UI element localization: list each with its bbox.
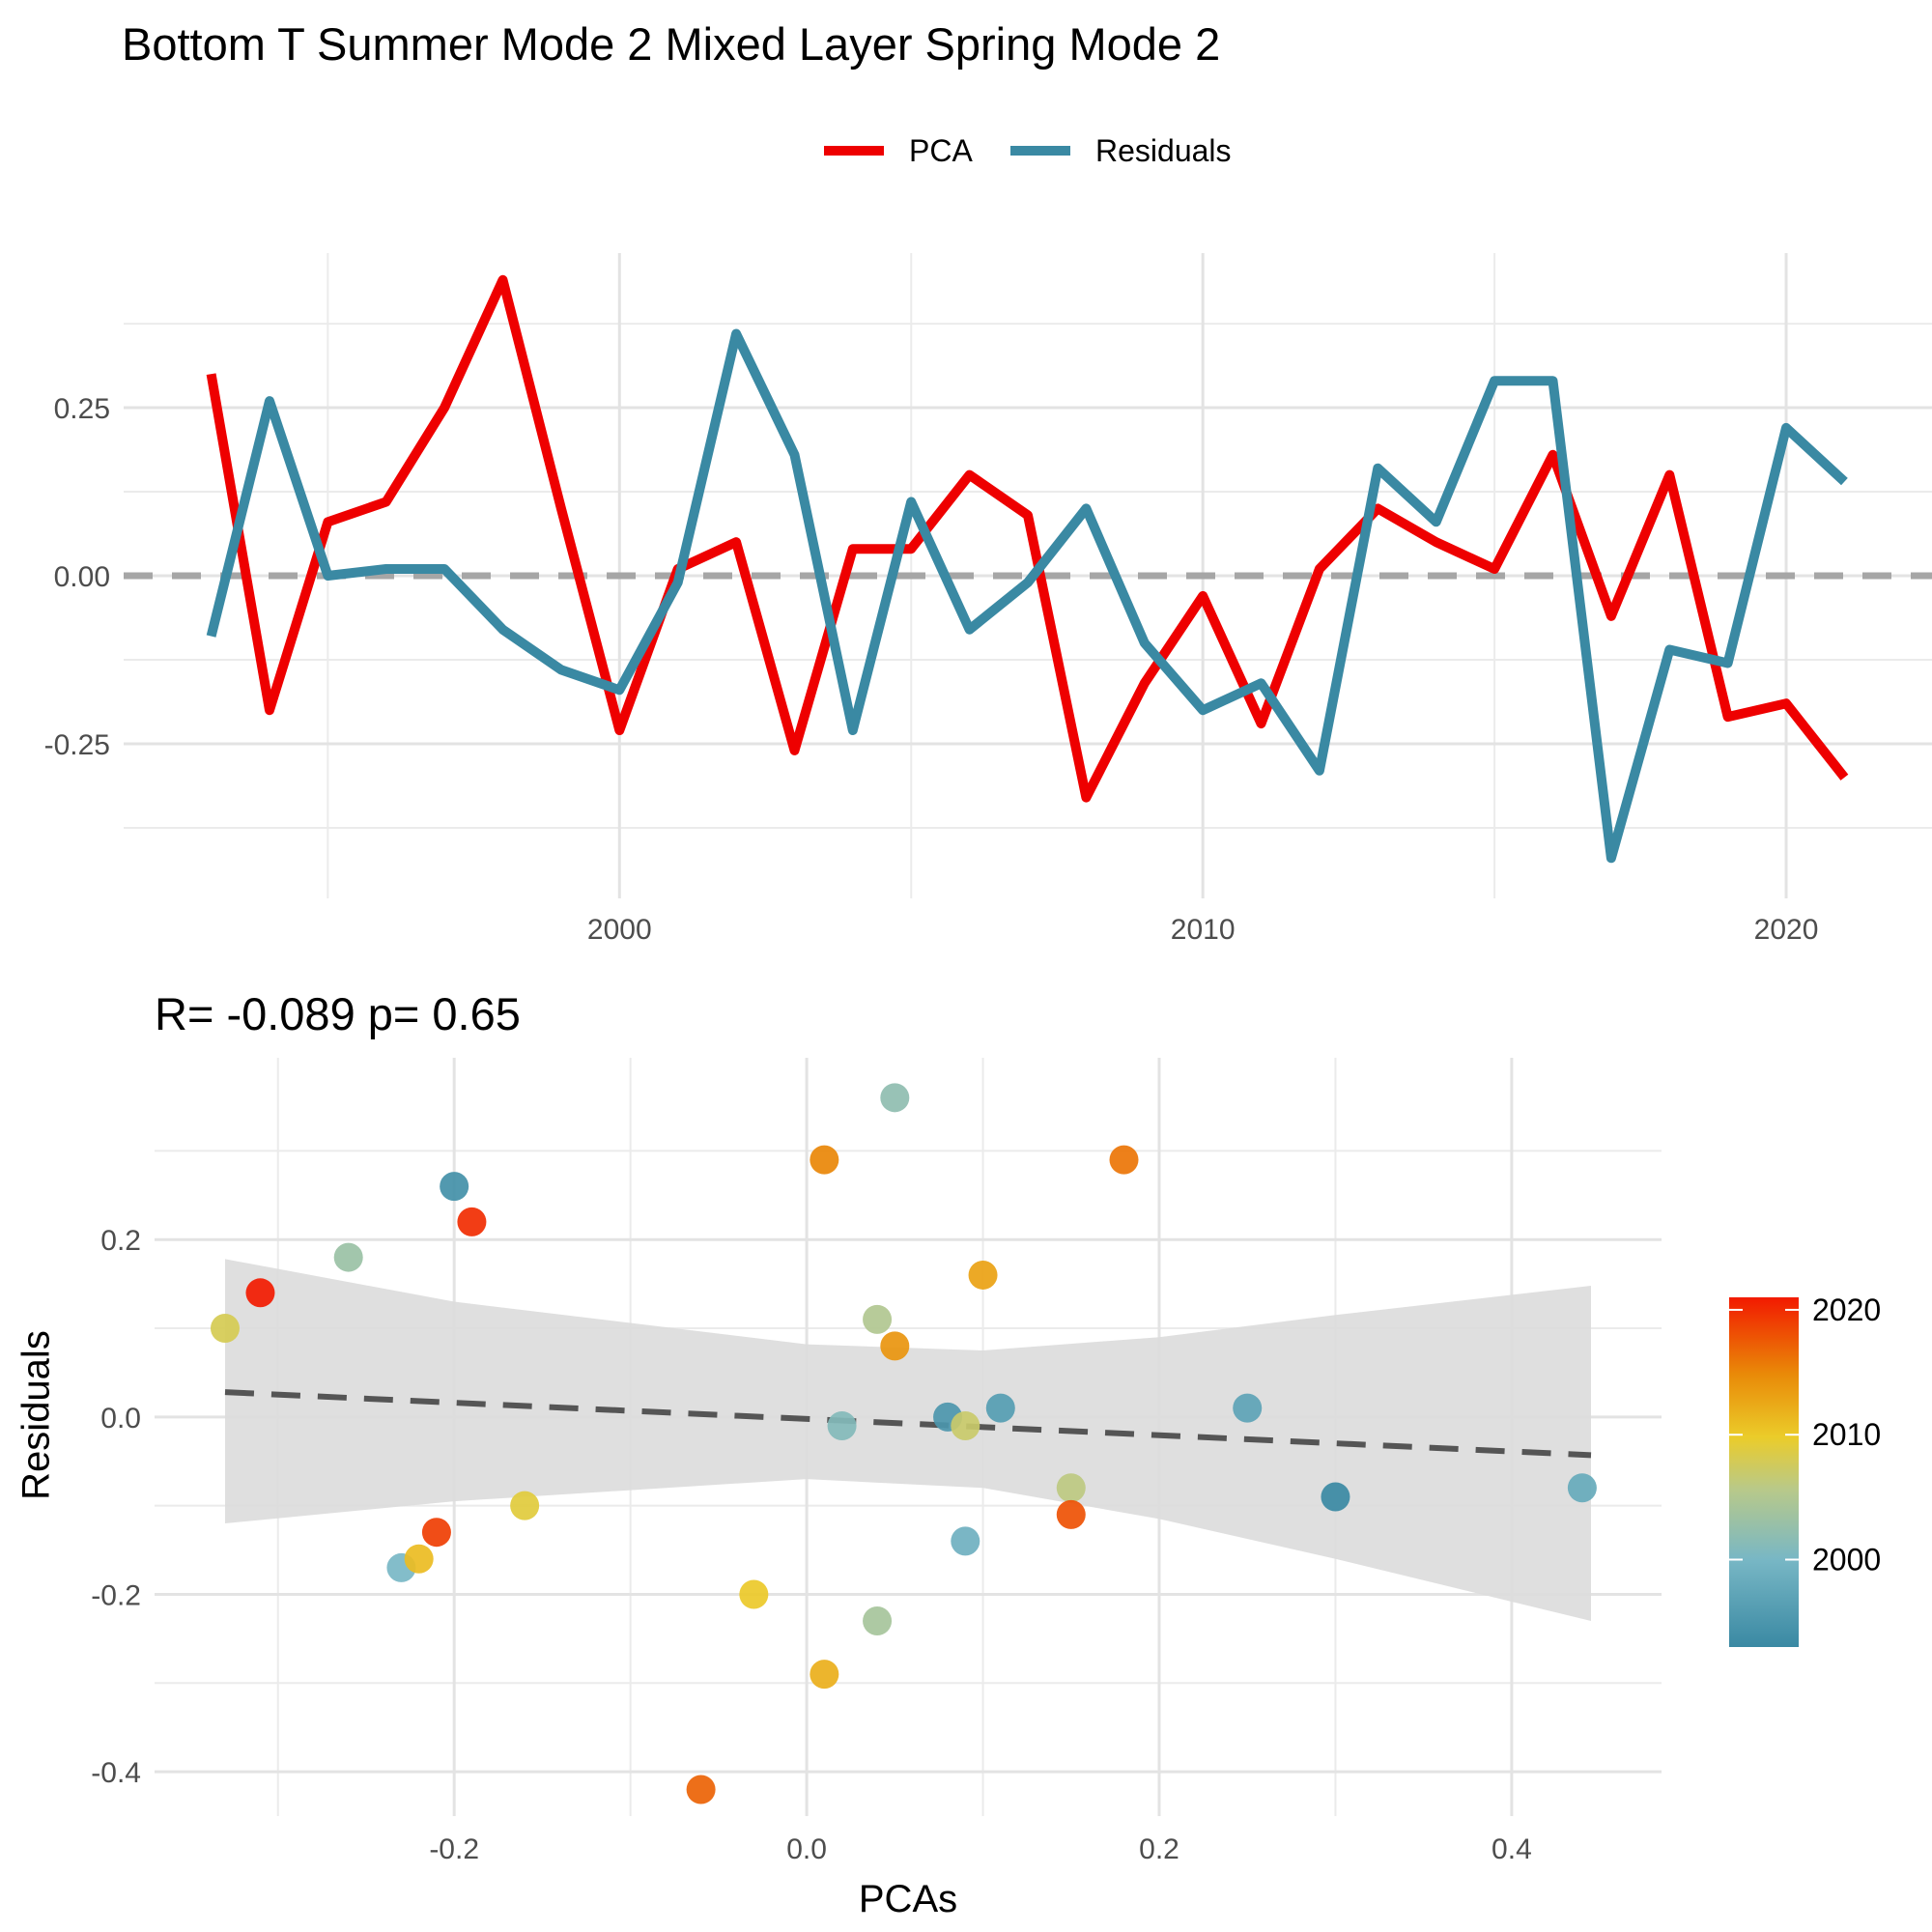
legend-item-residuals: Residuals xyxy=(1010,129,1232,172)
scatter-point xyxy=(245,1278,275,1308)
y-tick-label: 0.0 xyxy=(100,1403,141,1435)
scatter-point xyxy=(810,1660,839,1690)
legend-item-pca: PCA xyxy=(824,129,973,172)
scatter-point xyxy=(1567,1473,1597,1503)
scatter-point xyxy=(951,1411,980,1441)
scatter-point xyxy=(421,1518,451,1548)
colorbar-label: 2000 xyxy=(1812,1543,1881,1577)
scatter-point xyxy=(404,1544,434,1574)
scatter-point xyxy=(1321,1482,1350,1512)
scatter-point xyxy=(510,1491,540,1520)
time-series-panel: 2000 2010 2020 -0.25 0.00 0.25 xyxy=(44,253,1932,946)
series-line-residuals xyxy=(206,328,1848,864)
x-tick-label: 0.0 xyxy=(786,1833,827,1865)
scatter-point xyxy=(1233,1393,1263,1423)
y-tick-label: 0.00 xyxy=(54,561,110,593)
scatter-point xyxy=(863,1606,893,1636)
x-tick-label: -0.2 xyxy=(429,1833,479,1865)
colorbar-gradient xyxy=(1729,1297,1799,1647)
legend-label-residuals: Residuals xyxy=(1095,132,1232,168)
legend-swatch-residuals xyxy=(1010,146,1070,156)
x-tick-label: 0.2 xyxy=(1139,1833,1179,1865)
scatter-point xyxy=(457,1207,487,1236)
scatter-point xyxy=(968,1260,998,1290)
x-tick-label: 2020 xyxy=(1754,914,1819,946)
scatter-point xyxy=(739,1579,769,1609)
scatter-point xyxy=(1056,1473,1086,1503)
scatter-point xyxy=(863,1304,893,1334)
scatter-point xyxy=(210,1314,240,1344)
legend-swatch-pca xyxy=(824,146,884,156)
scatter-point xyxy=(440,1172,469,1202)
x-axis-title: PCAs xyxy=(858,1878,958,1920)
y-tick-label: 0.25 xyxy=(54,393,110,425)
y-tick-label: -0.25 xyxy=(44,729,110,761)
scatter-point xyxy=(985,1393,1015,1423)
colorbar-label: 2010 xyxy=(1812,1417,1881,1452)
series-line-pca xyxy=(206,274,1849,803)
scatter-point xyxy=(1109,1145,1139,1175)
x-tick-label: 2010 xyxy=(1171,914,1236,946)
scatter-stats-title: R= -0.089 p= 0.65 xyxy=(155,988,521,1039)
legend-label-pca: PCA xyxy=(909,132,973,168)
x-tick-label: 0.4 xyxy=(1492,1833,1532,1865)
chart-title: Bottom T Summer Mode 2 Mixed Layer Sprin… xyxy=(122,18,1221,70)
scatter-panel: -0.2 0.0 0.2 0.4 -0.4 -0.2 0.0 0.2 xyxy=(91,1058,1662,1865)
scatter-point xyxy=(686,1775,716,1804)
x-tick-label: 2000 xyxy=(587,914,652,946)
y-tick-label: -0.2 xyxy=(91,1579,141,1611)
colorbar-label: 2020 xyxy=(1812,1293,1881,1327)
y-tick-label: 0.2 xyxy=(100,1225,141,1257)
year-colorbar: 2000 2010 2020 xyxy=(1729,1293,1881,1647)
scatter-point xyxy=(1056,1499,1086,1529)
scatter-point xyxy=(951,1526,980,1556)
scatter-point xyxy=(810,1145,839,1175)
scatter-point xyxy=(880,1083,910,1113)
legend: PCA Residuals xyxy=(0,129,1932,172)
confidence-band xyxy=(225,1259,1591,1621)
scatter-point xyxy=(827,1411,857,1441)
y-tick-label: -0.4 xyxy=(91,1757,141,1789)
scatter-point xyxy=(333,1242,363,1272)
regression-fit-line xyxy=(224,1389,1592,1459)
scatter-point xyxy=(880,1331,910,1361)
